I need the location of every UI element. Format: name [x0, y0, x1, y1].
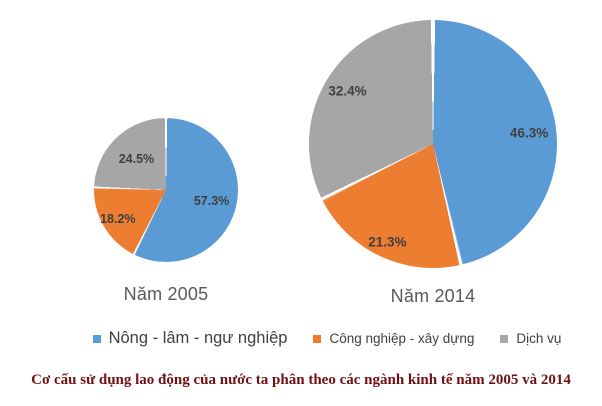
pie-2005-circle: [94, 118, 238, 262]
chart-caption: Cơ cấu sử dụng lao động của nước ta phân…: [31, 372, 571, 388]
pie-title-2005: Năm 2005: [123, 284, 209, 304]
chart-legend: Nông - lâm - ngư nghiệp Công nghiệp - xây…: [26, 329, 602, 348]
pie-data-label: 18.2%: [100, 211, 136, 226]
legend-swatch-icon: [500, 334, 509, 343]
legend-label: Dịch vụ: [516, 331, 562, 346]
legend-label: Nông - lâm - ngư nghiệp: [108, 329, 288, 347]
legend-item-0: Nông - lâm - ngư nghiệp: [92, 329, 288, 348]
legend-label: Công nghiệp - xây dựng: [329, 331, 475, 346]
pie-title-2014: Năm 2014: [390, 286, 476, 306]
legend-item-1: Công nghiệp - xây dựng: [313, 331, 474, 346]
legend-item-2: Dịch vụ: [500, 331, 561, 346]
pie-2014-circle: [309, 20, 557, 268]
pie-chart-2005: 57.3% 18.2% 24.5%: [94, 118, 238, 262]
pie-data-label: 21.3%: [368, 234, 407, 250]
pie-chart-2014: 46.3% 21.3% 32.4%: [309, 20, 557, 268]
pie-data-label: 46.3%: [509, 125, 549, 141]
legend-swatch-icon: [92, 334, 101, 343]
pie-data-label: 32.4%: [328, 83, 367, 99]
pie-data-label: 24.5%: [118, 152, 155, 167]
legend-swatch-icon: [313, 334, 322, 343]
pie-data-label: 57.3%: [193, 193, 230, 208]
